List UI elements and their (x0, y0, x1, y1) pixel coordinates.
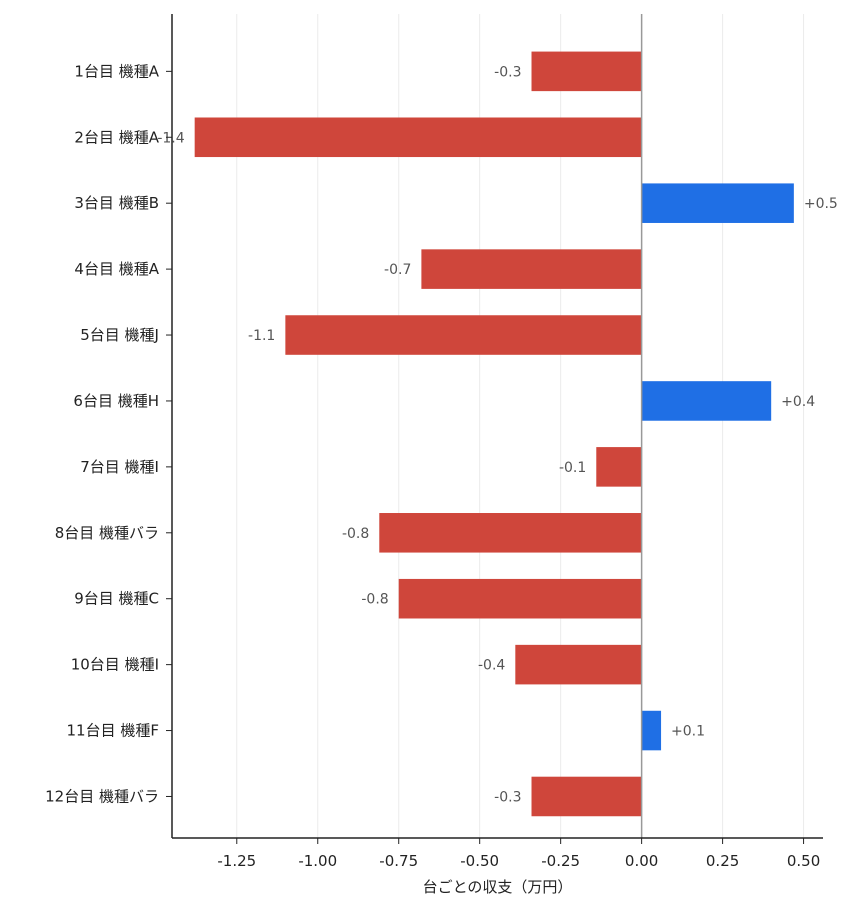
bar (641, 183, 794, 223)
x-tick-label: -0.25 (541, 852, 580, 870)
x-tick-label: 0.25 (706, 852, 739, 870)
data-label: +0.4 (781, 394, 815, 410)
bar (194, 117, 642, 158)
bar (285, 315, 642, 355)
x-tick-label: -0.50 (460, 852, 499, 870)
y-tick-label: 7台目 機種I (80, 458, 159, 476)
data-label: -0.3 (494, 789, 521, 805)
data-label: -0.8 (361, 592, 388, 608)
x-tick-label: 0.50 (787, 852, 820, 870)
y-tick-label: 9台目 機種C (74, 590, 159, 608)
y-tick-label: 1台目 機種A (74, 62, 159, 80)
y-tick-label: 2台目 機種A (74, 128, 159, 146)
y-tick-label: 8台目 機種バラ (55, 524, 159, 542)
x-tick-label: -1.00 (298, 852, 337, 870)
data-label: -0.1 (559, 460, 586, 476)
y-tick-label: 5台目 機種J (80, 326, 159, 344)
data-label: -0.7 (384, 262, 411, 278)
bar (531, 51, 642, 92)
data-label: -0.4 (478, 658, 505, 674)
y-tick-label: 4台目 機種A (74, 260, 159, 278)
bar (379, 513, 642, 553)
y-tick-label: 6台目 機種H (73, 392, 159, 410)
data-label: -0.8 (342, 526, 369, 542)
bar (641, 381, 772, 421)
y-tick-label: 11台目 機種F (67, 722, 159, 740)
bar (398, 578, 642, 619)
data-label: +0.5 (804, 196, 838, 212)
bar (531, 776, 642, 817)
y-tick-label: 12台目 機種バラ (45, 787, 159, 805)
bars (194, 51, 794, 817)
y-tick-label: 10台目 機種I (71, 656, 159, 674)
x-axis-title: 台ごとの収支（万円） (423, 878, 573, 896)
bar (421, 249, 642, 289)
bar (641, 710, 662, 751)
data-label: -1.4 (157, 130, 184, 146)
x-tick-label: -1.25 (217, 852, 256, 870)
x-tick-label: 0.00 (625, 852, 658, 870)
data-label: -0.3 (494, 64, 521, 80)
axes: 1台目 機種A 2台目 機種A 3台目 機種B 4台目 機種A 5台目 機種J 6台目 機… (45, 14, 823, 870)
bar (515, 644, 642, 685)
x-tick-label: -0.75 (379, 852, 418, 870)
y-tick-label: 3台目 機種B (74, 194, 159, 212)
data-label: +0.1 (671, 724, 705, 740)
bar (596, 447, 642, 487)
data-label: -1.1 (248, 328, 275, 344)
data-labels: -0.3 -1.4 +0.5 -0.7 -1.1 +0.4 -0.1 -0.8 -0.8 -0.4… (157, 64, 838, 805)
